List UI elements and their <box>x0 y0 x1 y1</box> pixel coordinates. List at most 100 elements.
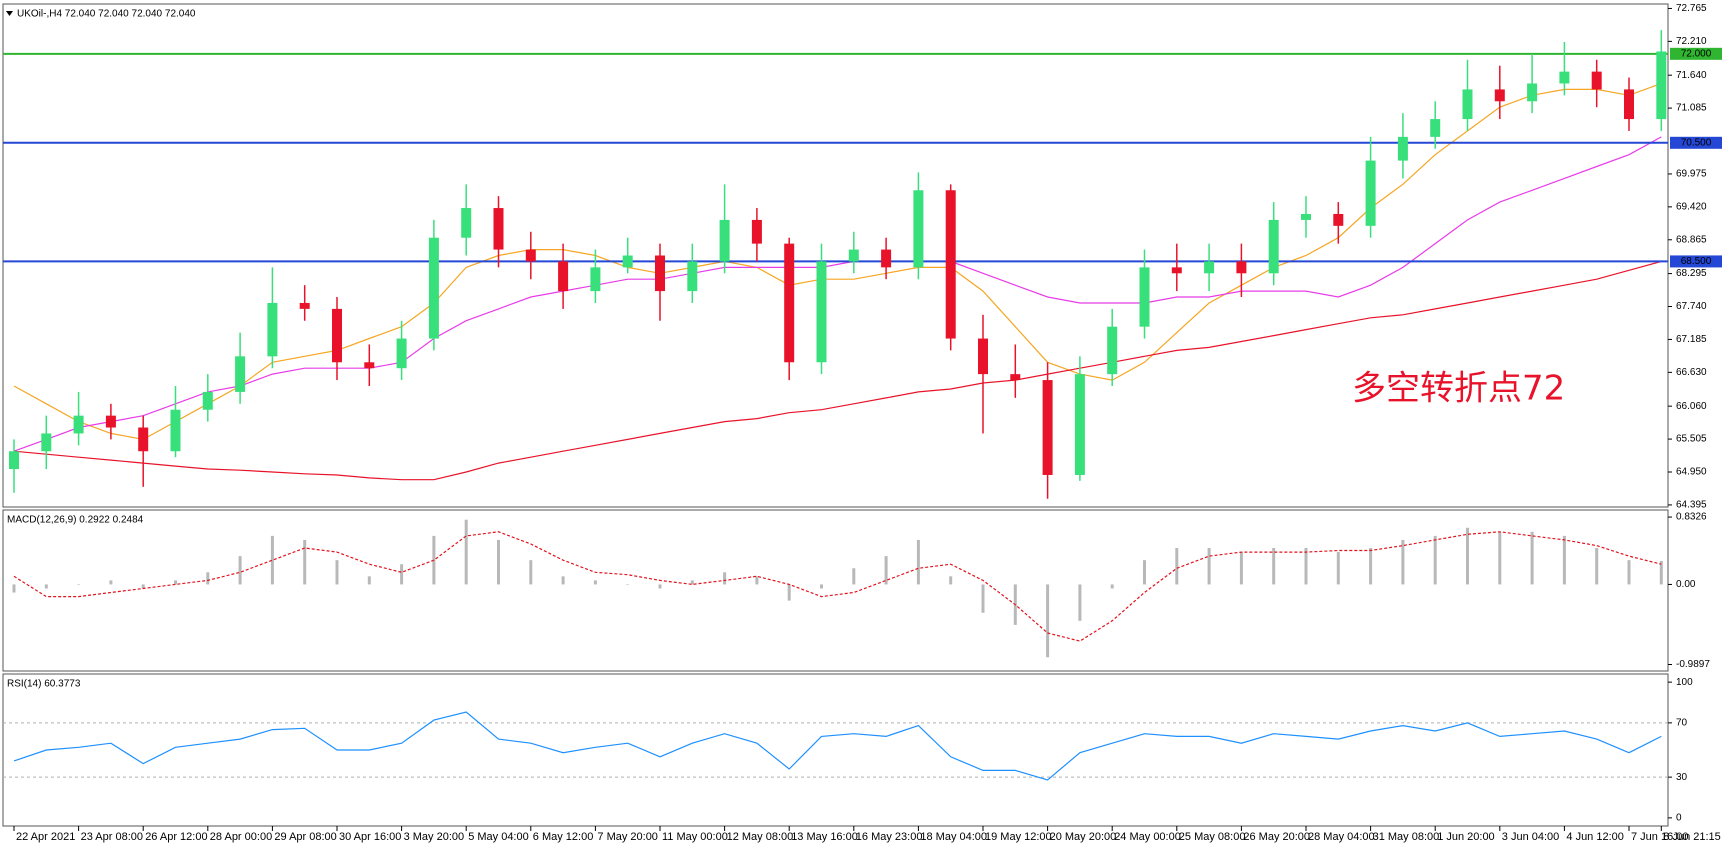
y-tick-label: 71.640 <box>1676 70 1707 81</box>
candle-body <box>1042 380 1053 475</box>
panel-title: RSI(14) 60.3773 <box>7 679 81 690</box>
macd-bar <box>658 584 662 589</box>
candle-body <box>1624 89 1634 120</box>
y-tick-label: 64.395 <box>1676 500 1707 511</box>
level-tag <box>1670 255 1722 268</box>
macd-bar <box>1207 548 1211 585</box>
candle-body <box>1236 261 1247 274</box>
y-tick-label: 70 <box>1676 717 1688 728</box>
y-tick-label: 68.865 <box>1676 234 1707 245</box>
candle-body <box>784 243 795 363</box>
panel-frame <box>2 509 1669 672</box>
macd-bar <box>335 560 339 585</box>
x-tick-label: 7 Jun 16:00 <box>1631 831 1689 843</box>
menu-arrow[interactable] <box>6 11 13 16</box>
candle-body <box>1430 119 1441 137</box>
macd-bar <box>1401 539 1405 585</box>
x-tick-label: 16 May 23:00 <box>856 831 923 843</box>
macd-bar <box>820 584 823 589</box>
y-tick-label: 66.630 <box>1676 367 1707 378</box>
macd-bar <box>1369 548 1373 585</box>
candle-body <box>461 208 472 238</box>
candle-body <box>1171 267 1182 274</box>
candle-body <box>493 208 504 250</box>
x-tick-label: 5 May 04:00 <box>468 831 529 843</box>
candle-body <box>1397 136 1408 161</box>
panel-frame <box>2 673 1669 827</box>
macd-bar <box>1595 548 1599 585</box>
candle-body <box>1462 89 1473 120</box>
y-tick-label: 69.975 <box>1676 169 1707 180</box>
macd-bar <box>1143 560 1146 585</box>
macd-bar <box>529 560 533 585</box>
candle-body <box>622 255 633 268</box>
candle-body <box>1365 160 1376 226</box>
macd-bar <box>303 539 307 585</box>
moving-average <box>13 260 1662 481</box>
macd-bar <box>1175 548 1179 585</box>
candle-body <box>1527 83 1538 102</box>
candle-body <box>428 237 439 339</box>
macd-bar <box>464 519 468 585</box>
x-tick-label: 3 Jun 04:00 <box>1502 831 1560 843</box>
macd-bar <box>109 580 113 585</box>
macd-bar <box>206 572 210 585</box>
x-tick-label: 6 May 12:00 <box>533 831 594 843</box>
candle-body <box>1268 219 1279 274</box>
y-tick-label: 72.210 <box>1676 36 1707 47</box>
y-tick-label: 68.295 <box>1676 268 1707 279</box>
y-tick-label: 64.950 <box>1676 467 1707 478</box>
candle-body <box>364 362 375 369</box>
candle-body <box>913 190 924 268</box>
macd-bar <box>238 556 242 585</box>
macd-bar <box>1336 552 1340 585</box>
x-tick-label: 23 Apr 08:00 <box>81 831 143 843</box>
y-tick-label: -0.9897 <box>1676 659 1710 670</box>
candle-body <box>1591 71 1602 90</box>
candle-body <box>1494 89 1505 102</box>
x-tick-label: 26 May 20:00 <box>1243 831 1310 843</box>
macd-bar <box>1272 548 1276 585</box>
candle-body <box>1204 261 1215 274</box>
candle-body <box>816 261 827 363</box>
macd-bar <box>1659 560 1663 585</box>
y-tick-label: 66.060 <box>1676 401 1707 412</box>
macd-bar <box>1239 552 1243 585</box>
panel-title: UKOil-,H4 72.040 72.040 72.040 72.040 <box>17 9 196 20</box>
macd-bar <box>141 584 145 589</box>
y-tick-label: 71.085 <box>1676 103 1707 114</box>
level-tag <box>1670 47 1722 60</box>
level-label: 70.500 <box>1681 137 1712 148</box>
annotation: 多空转折点72 <box>1352 369 1565 409</box>
x-tick-label: 11 May 00:00 <box>662 831 728 843</box>
candle-body <box>267 302 278 357</box>
y-tick-label: 0 <box>1676 812 1682 823</box>
x-tick-label: 26 Apr 12:00 <box>145 831 207 843</box>
macd-bar <box>497 539 500 585</box>
macd-bar <box>44 584 48 589</box>
candle-body <box>73 415 84 434</box>
x-tick-label: 12 May 08:00 <box>727 831 794 843</box>
candle-body <box>202 391 213 410</box>
candle-body <box>590 267 601 292</box>
macd-bar <box>1627 560 1631 585</box>
macd-bar <box>367 576 371 585</box>
candle-body <box>1107 326 1118 375</box>
macd-bar <box>884 556 888 585</box>
macd-bar <box>270 535 274 585</box>
candle-body <box>751 219 762 244</box>
moving-average <box>13 82 1662 441</box>
candle-body <box>525 249 536 262</box>
candle-body <box>235 356 246 392</box>
macd-bar <box>1466 527 1469 585</box>
macd-bar <box>12 584 16 593</box>
macd-bar <box>400 564 404 585</box>
candle-body <box>9 451 19 470</box>
x-tick-label: 20 May 20:00 <box>1050 831 1117 843</box>
candle-body <box>396 338 407 369</box>
x-tick-label: 28 Apr 00:00 <box>210 831 272 843</box>
x-tick-label: 7 May 20:00 <box>597 831 658 843</box>
x-tick-label: 30 Apr 16:00 <box>339 831 401 843</box>
candle-body <box>719 219 730 262</box>
